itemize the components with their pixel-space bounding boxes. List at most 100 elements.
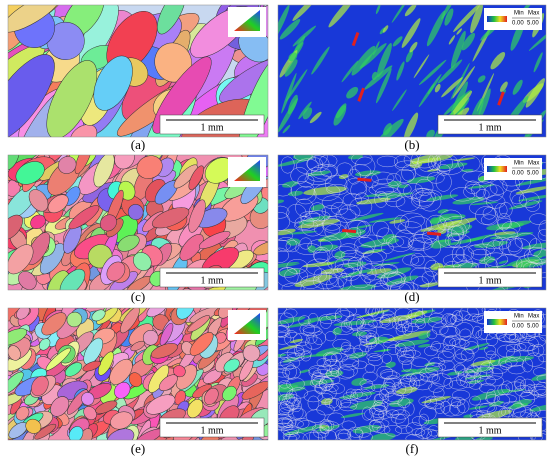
legend-bg xyxy=(484,158,542,180)
strain-band xyxy=(366,268,392,275)
grain xyxy=(57,156,77,174)
grain-boundary xyxy=(340,320,353,333)
grain xyxy=(83,406,97,420)
grain xyxy=(204,387,219,405)
grain-boundary xyxy=(392,318,403,330)
grain-boundary xyxy=(360,318,378,330)
grain xyxy=(150,343,178,359)
grain xyxy=(159,322,174,346)
grain-boundary xyxy=(286,377,305,391)
grain-boundary xyxy=(330,352,348,363)
grain-boundary xyxy=(295,341,312,355)
grain xyxy=(8,185,38,220)
grain-boundary xyxy=(431,373,452,387)
grain-boundary xyxy=(371,171,395,185)
grain-boundary xyxy=(450,314,464,326)
strain-band xyxy=(287,190,304,197)
grain-boundary xyxy=(306,167,332,182)
grain-boundary xyxy=(528,384,546,396)
grain-boundary xyxy=(285,389,298,404)
grain-boundary xyxy=(492,237,512,250)
strain-band xyxy=(434,217,477,231)
strain-band xyxy=(401,18,421,48)
grain xyxy=(68,426,84,440)
strain-band xyxy=(328,5,356,28)
grain-boundary xyxy=(497,217,513,229)
strain-band xyxy=(309,111,322,124)
panel-border xyxy=(7,307,269,441)
strain-band xyxy=(529,404,546,412)
grain-boundary xyxy=(280,356,301,370)
grain-boundary xyxy=(376,425,391,434)
grain-boundary xyxy=(447,396,466,407)
grain-boundary xyxy=(380,369,398,380)
grain-boundary xyxy=(442,345,456,358)
legend-min-label: Min xyxy=(514,161,524,167)
grain-boundary xyxy=(433,387,445,399)
grain-boundary xyxy=(282,365,301,380)
grain-boundary xyxy=(379,314,397,330)
strain-band xyxy=(370,432,396,440)
grain-boundary xyxy=(395,308,413,320)
grain-boundary xyxy=(422,238,441,258)
grain xyxy=(109,358,133,385)
grain-boundary xyxy=(395,413,410,429)
grain-boundary xyxy=(371,383,385,392)
grain-boundary xyxy=(527,344,540,357)
legend-max-value: 5.00 xyxy=(527,171,539,177)
grain-boundary xyxy=(511,193,527,208)
grain xyxy=(106,261,126,282)
grain-boundary xyxy=(415,427,433,439)
strain-band xyxy=(282,181,299,188)
grain-boundary xyxy=(409,266,434,286)
strain-band xyxy=(341,60,359,83)
strain-band xyxy=(517,194,546,202)
grain-boundary xyxy=(299,210,321,222)
grain xyxy=(120,308,140,334)
grain-boundary xyxy=(299,322,315,336)
grain-boundary xyxy=(314,383,326,394)
grain-boundary xyxy=(420,372,438,383)
grain-boundary xyxy=(321,195,343,209)
grain-boundary xyxy=(424,395,437,409)
strain-band xyxy=(298,219,341,229)
grain-boundary xyxy=(324,397,339,409)
strain-band xyxy=(375,68,392,104)
legend-min-label: Min xyxy=(514,11,524,17)
grain-boundary xyxy=(306,333,318,344)
high-strain xyxy=(357,177,372,182)
grain-boundary xyxy=(306,157,323,171)
grain xyxy=(50,396,70,417)
grain xyxy=(241,381,268,400)
grain-boundary xyxy=(335,308,350,322)
grain-boundary xyxy=(483,184,504,202)
grain-boundary xyxy=(278,239,291,252)
grain xyxy=(31,375,49,397)
strain-band xyxy=(464,374,492,380)
grain-boundary xyxy=(528,336,546,347)
grain xyxy=(65,362,83,377)
grain-boundary xyxy=(365,308,376,316)
scale-label: 1 mm xyxy=(200,275,223,286)
strain-band xyxy=(478,346,489,351)
grain-boundary xyxy=(347,168,361,185)
grain-boundary xyxy=(450,187,476,202)
grain-boundary xyxy=(507,365,526,375)
strain-band xyxy=(387,330,431,342)
grain-boundary xyxy=(442,254,468,267)
legend-max-value: 5.00 xyxy=(527,21,539,27)
legend-max-value: 5.00 xyxy=(527,324,539,330)
panel-label: (c) xyxy=(131,289,145,304)
micrograph xyxy=(8,155,268,290)
grain-boundary xyxy=(349,392,368,402)
grain-boundary xyxy=(367,355,383,367)
grain-boundary xyxy=(319,423,330,434)
grain-boundary xyxy=(480,214,498,226)
strain-band xyxy=(349,352,367,359)
grain-boundary xyxy=(361,262,386,281)
scale-label: 1 mm xyxy=(200,425,223,436)
grain-boundary xyxy=(383,270,406,288)
grain-boundary xyxy=(369,418,390,429)
grain-boundary xyxy=(278,320,290,332)
grain-boundary xyxy=(431,155,458,172)
